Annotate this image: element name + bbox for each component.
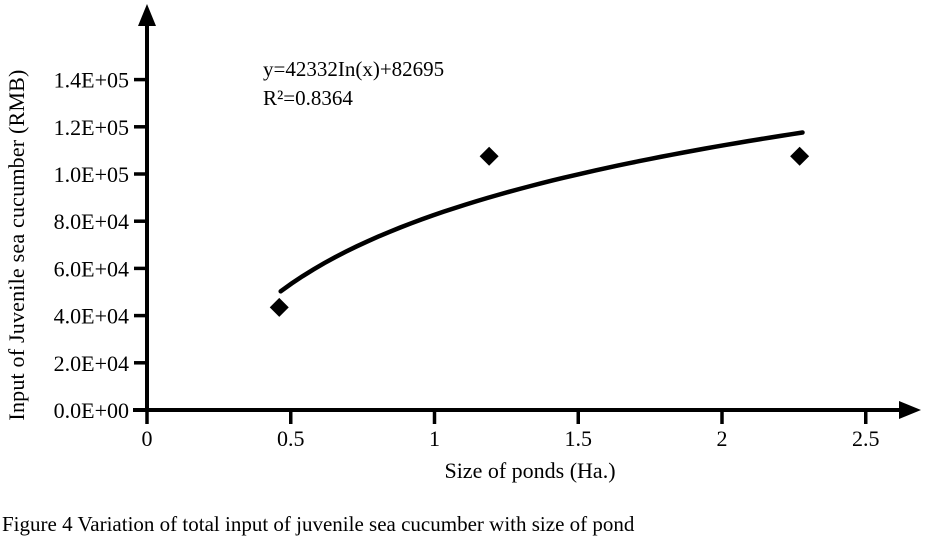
x-tick-label: 0 bbox=[142, 426, 153, 451]
data-point bbox=[479, 146, 499, 166]
x-tick-label: 1.5 bbox=[565, 426, 593, 451]
trendline-equation: y=42332In(x)+82695 bbox=[263, 57, 445, 81]
y-tick-label: 1.2E+05 bbox=[54, 115, 129, 140]
y-tick-label: 1.4E+05 bbox=[54, 68, 129, 93]
y-tick-label: 1.0E+05 bbox=[54, 162, 129, 187]
y-tick-label: 4.0E+04 bbox=[54, 304, 129, 329]
y-tick-label: 8.0E+04 bbox=[54, 209, 129, 234]
plot-layer: 0.0E+00 2.0E+04 4.0E+04 6.0E+04 8.0E+04 1.0E+… bbox=[54, 68, 880, 451]
x-tick-label: 2 bbox=[717, 426, 728, 451]
trendline-r-squared: R²=0.8364 bbox=[263, 86, 353, 110]
data-point bbox=[790, 146, 810, 166]
x-axis-title: Size of ponds (Ha.) bbox=[444, 458, 616, 483]
figure-caption: Figure 4 Variation of total input of juv… bbox=[2, 512, 635, 536]
x-tick-label: 0.5 bbox=[277, 426, 305, 451]
y-axis-arrowhead-icon bbox=[138, 4, 156, 26]
x-tick-label: 2.5 bbox=[852, 426, 880, 451]
x-axis-arrowhead-icon bbox=[899, 401, 921, 419]
data-point bbox=[269, 297, 289, 317]
trend-line bbox=[278, 130, 805, 294]
y-tick-label: 0.0E+00 bbox=[54, 398, 129, 423]
y-tick-label: 2.0E+04 bbox=[54, 351, 129, 376]
y-tick-label: 6.0E+04 bbox=[54, 256, 129, 281]
chart-canvas: 0.0E+00 2.0E+04 4.0E+04 6.0E+04 8.0E+04 1.0E+… bbox=[54, 4, 921, 451]
y-axis-title: Input of Juvenile sea cucumber (RMB) bbox=[4, 69, 29, 421]
trendline-annotation: y=42332In(x)+82695 R²=0.8364 bbox=[263, 55, 444, 113]
x-tick-label: 1 bbox=[429, 426, 440, 451]
